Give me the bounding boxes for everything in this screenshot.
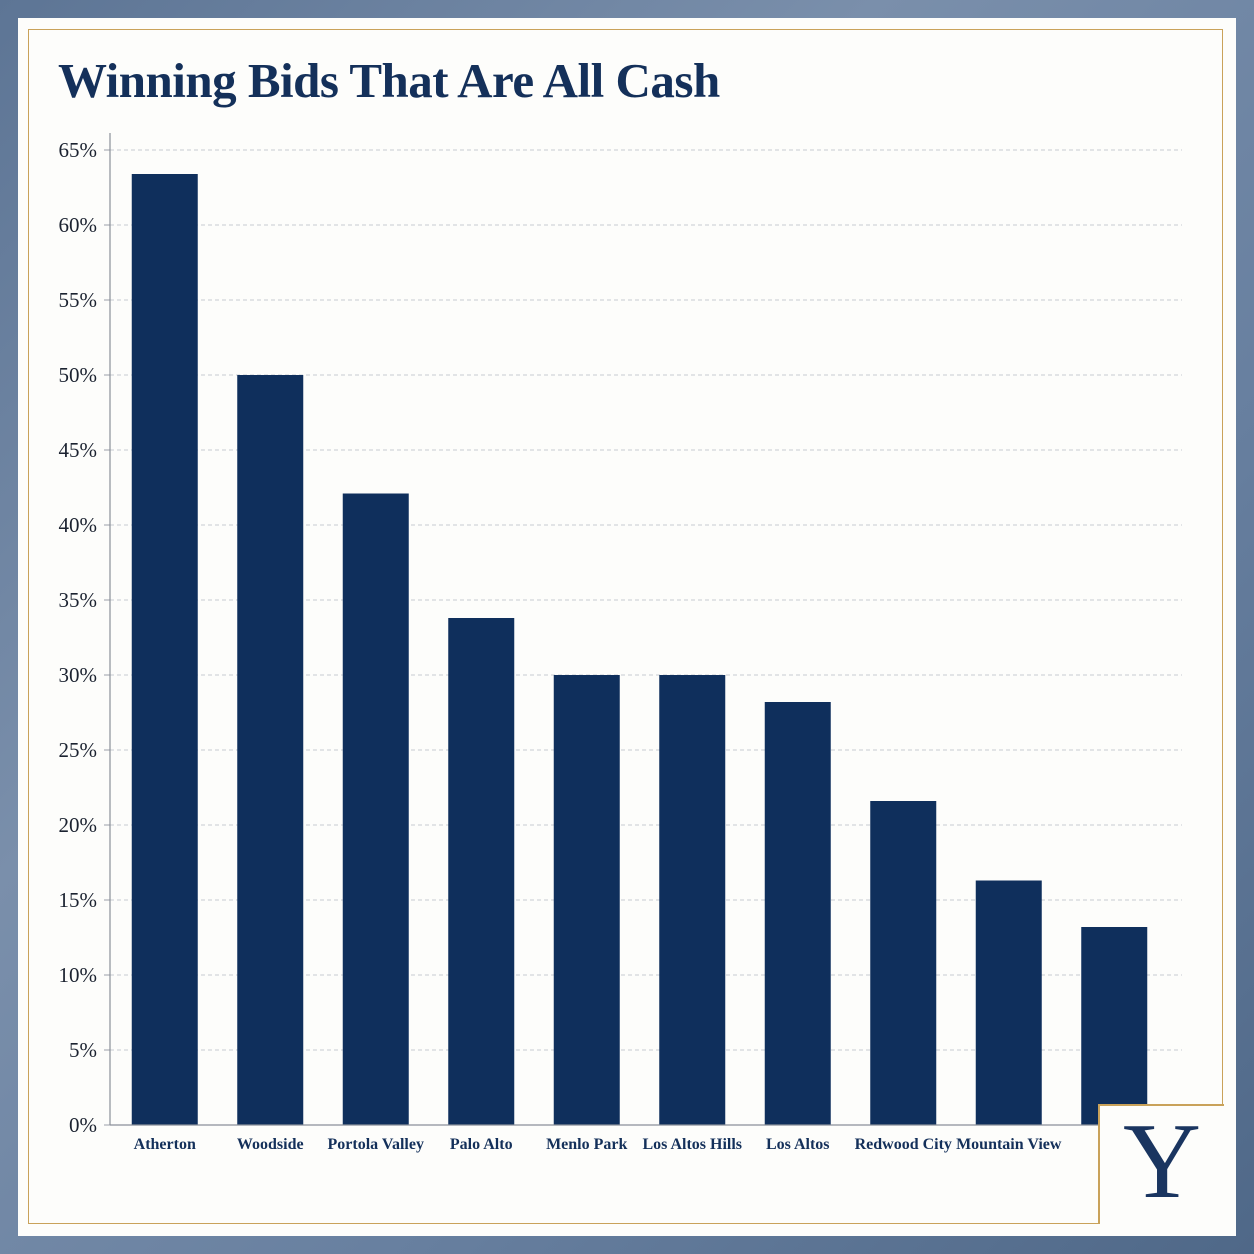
y-tick-label: 55% [59,288,98,312]
y-tick-label: 25% [59,738,98,762]
bar [342,493,409,1125]
x-tick-label: Woodside [237,1136,304,1153]
bar [1081,927,1148,1125]
bar [448,618,515,1125]
x-tick-label: Menlo Park [546,1136,627,1153]
logo-letter: Y [1123,1102,1201,1221]
y-tick-label: 40% [59,513,98,537]
x-tick-labels: Atherton Woodside Portola Valley Palo Alto M… [134,1136,1062,1153]
x-tick-label: Redwood City [855,1136,952,1153]
gold-frame [28,29,1223,1224]
y-tick-label: 50% [59,363,98,387]
bar [659,675,726,1125]
bars [131,174,1148,1125]
brand-logo: Y [1098,1104,1224,1224]
y-tick-label: 35% [59,588,98,612]
bar [975,880,1042,1125]
x-tick-label: Mountain View [956,1136,1062,1153]
bar [764,702,831,1125]
y-tick-label: 15% [59,888,98,912]
y-tick-labels: 0% 5% 10% 15% 20% 25% 30% 35% 40% 45% 50% 55% 60% 65% [59,138,98,1137]
x-tick-label: Los Altos [766,1136,830,1153]
x-tick-label: Palo Alto [450,1136,513,1153]
x-tick-label: Portola Valley [328,1136,424,1153]
y-tick-label: 0% [69,1113,97,1137]
y-tick-label: 45% [59,438,98,462]
y-tick-label: 5% [69,1038,97,1062]
y-tick-label: 20% [59,813,98,837]
bar [553,675,620,1125]
bar [237,375,304,1125]
chart-title: Winning Bids That Are All Cash [58,53,720,108]
x-tick-label: Atherton [134,1136,196,1153]
bar [131,174,198,1125]
axes [109,133,1100,1126]
x-tick-label: Los Altos Hills [642,1136,742,1153]
y-tick-label: 65% [59,138,98,162]
bar [870,801,937,1125]
y-tick-label: 60% [59,213,98,237]
y-tick-label: 10% [59,963,98,987]
y-tick-label: 30% [59,663,98,687]
